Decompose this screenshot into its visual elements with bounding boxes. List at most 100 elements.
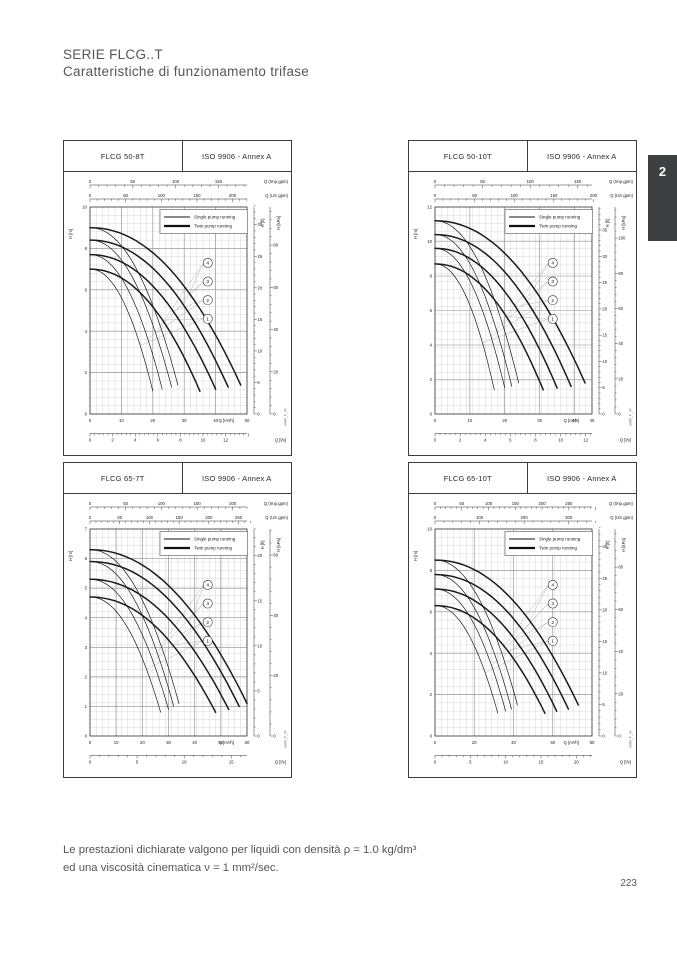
chart-model-title: FLCG 65-7T [64, 463, 183, 493]
svg-text:1: 1 [85, 704, 88, 709]
svg-text:5: 5 [602, 385, 605, 390]
svg-text:Q [l/s]: Q [l/s] [275, 438, 286, 443]
svg-text:1: 1 [206, 316, 209, 322]
page-subtitle: Caratteristiche di funzionamento trifase [63, 64, 310, 79]
svg-text:6: 6 [85, 556, 88, 561]
pump-curve-chart: 0 50 100 150 Q (Imp.gpm)0 50 100 150 200 Q (US gp… [68, 179, 289, 443]
svg-text:10: 10 [602, 359, 607, 364]
svg-text:GMM_P_04: GMM_P_04 [629, 730, 633, 748]
svg-text:GMM_P_04: GMM_P_04 [629, 408, 633, 426]
svg-text:4: 4 [484, 438, 487, 443]
svg-text:20: 20 [150, 418, 155, 423]
svg-text:Q (US gpm): Q (US gpm) [265, 515, 288, 520]
svg-text:2: 2 [430, 692, 433, 697]
svg-text:10: 10 [201, 438, 206, 443]
svg-text:100: 100 [618, 236, 626, 241]
svg-text:H [m]: H [m] [68, 229, 73, 239]
svg-text:10: 10 [182, 760, 187, 765]
svg-text:10: 10 [119, 418, 124, 423]
svg-text:Q (Imp.gpm): Q (Imp.gpm) [609, 501, 634, 506]
svg-text:50: 50 [123, 501, 128, 506]
svg-text:5: 5 [602, 702, 605, 707]
svg-text:0: 0 [602, 412, 605, 417]
pump-curve-chart: 0 50 100 150 200 250 Q (Imp.gpm)0 100 200 300 Q (U… [413, 501, 634, 765]
svg-text:80: 80 [618, 565, 623, 570]
svg-text:0: 0 [430, 412, 433, 417]
svg-text:H [m]: H [m] [413, 551, 418, 561]
svg-text:4: 4 [430, 651, 433, 656]
svg-text:50: 50 [480, 179, 485, 184]
svg-text:3: 3 [206, 279, 209, 285]
svg-text:20: 20 [618, 691, 623, 696]
svg-text:H [m]: H [m] [413, 229, 418, 239]
svg-text:40: 40 [572, 418, 577, 423]
svg-text:10: 10 [114, 740, 119, 745]
svg-text:10: 10 [558, 438, 563, 443]
footnote: Le prestazioni dichiarate valgono per li… [63, 842, 416, 877]
svg-text:2: 2 [206, 620, 209, 626]
svg-text:25: 25 [602, 576, 607, 581]
chart-standard-label: ISO 9906 - Annex A [547, 151, 617, 161]
chart-header: FLCG 50-10T ISO 9906 - Annex A [409, 141, 636, 172]
svg-text:0: 0 [89, 193, 92, 198]
svg-text:20: 20 [472, 740, 477, 745]
svg-text:35: 35 [602, 227, 607, 232]
svg-text:H [kPa]: H [kPa] [621, 538, 626, 552]
svg-text:Q [m³/h]: Q [m³/h] [218, 740, 234, 745]
svg-text:40: 40 [213, 418, 218, 423]
svg-text:60: 60 [273, 285, 278, 290]
pump-curve-chart: 0 50 100 150 Q (Imp.gpm)0 50 100 150 200 Q (US gp… [413, 179, 634, 443]
svg-text:0: 0 [434, 438, 437, 443]
svg-text:100: 100 [146, 515, 154, 520]
svg-text:20: 20 [140, 740, 145, 745]
svg-text:15: 15 [602, 333, 607, 338]
svg-text:80: 80 [618, 271, 623, 276]
svg-text:Q [l/s]: Q [l/s] [620, 760, 631, 765]
svg-text:40: 40 [273, 327, 278, 332]
svg-text:100: 100 [172, 179, 180, 184]
svg-text:250: 250 [235, 515, 243, 520]
svg-text:7: 7 [85, 527, 88, 532]
svg-text:150: 150 [574, 179, 582, 184]
svg-text:2: 2 [430, 377, 433, 382]
svg-text:2: 2 [85, 674, 88, 679]
svg-text:150: 150 [512, 501, 520, 506]
svg-text:50: 50 [459, 501, 464, 506]
chart-standard-label: ISO 9906 - Annex A [202, 473, 272, 483]
svg-text:12: 12 [223, 438, 228, 443]
section-tab: 2 [648, 155, 677, 241]
svg-text:40: 40 [511, 740, 516, 745]
svg-text:30: 30 [257, 222, 262, 227]
svg-text:5: 5 [257, 380, 260, 385]
svg-text:20: 20 [574, 760, 579, 765]
svg-text:0: 0 [89, 179, 92, 184]
svg-text:10: 10 [257, 348, 262, 353]
svg-text:0: 0 [434, 760, 437, 765]
svg-text:0: 0 [257, 412, 260, 417]
svg-text:H [ft]: H [ft] [260, 219, 265, 228]
svg-text:100: 100 [158, 501, 166, 506]
svg-text:Q (Imp.gpm): Q (Imp.gpm) [264, 501, 289, 506]
svg-text:H [ft]: H [ft] [605, 219, 610, 228]
svg-text:0: 0 [434, 179, 437, 184]
chart-panel-flcg-50-8t: FLCG 50-8T ISO 9906 - Annex A 0 50 100 150 Q… [63, 140, 292, 456]
svg-text:0: 0 [430, 734, 433, 739]
svg-text:12: 12 [583, 438, 588, 443]
svg-text:0: 0 [85, 412, 88, 417]
svg-text:20: 20 [257, 553, 262, 558]
footnote-line-2: ed una viscosità cinematica ν = 1 mm²/se… [63, 861, 279, 874]
svg-text:30: 30 [602, 254, 607, 259]
svg-text:40: 40 [618, 341, 623, 346]
svg-text:0: 0 [89, 418, 92, 423]
chart-standard-label: ISO 9906 - Annex A [547, 473, 617, 483]
svg-text:4: 4 [551, 261, 554, 267]
svg-text:200: 200 [521, 515, 529, 520]
svg-text:Single pump running: Single pump running [194, 537, 236, 542]
svg-text:H [kPa]: H [kPa] [276, 538, 281, 552]
svg-text:Twin pump running: Twin pump running [539, 546, 578, 551]
svg-text:100: 100 [485, 501, 493, 506]
svg-text:12: 12 [427, 205, 432, 210]
page-title-block: SERIE FLCG..T Caratteristiche di funzion… [63, 46, 309, 80]
svg-text:30: 30 [537, 418, 542, 423]
